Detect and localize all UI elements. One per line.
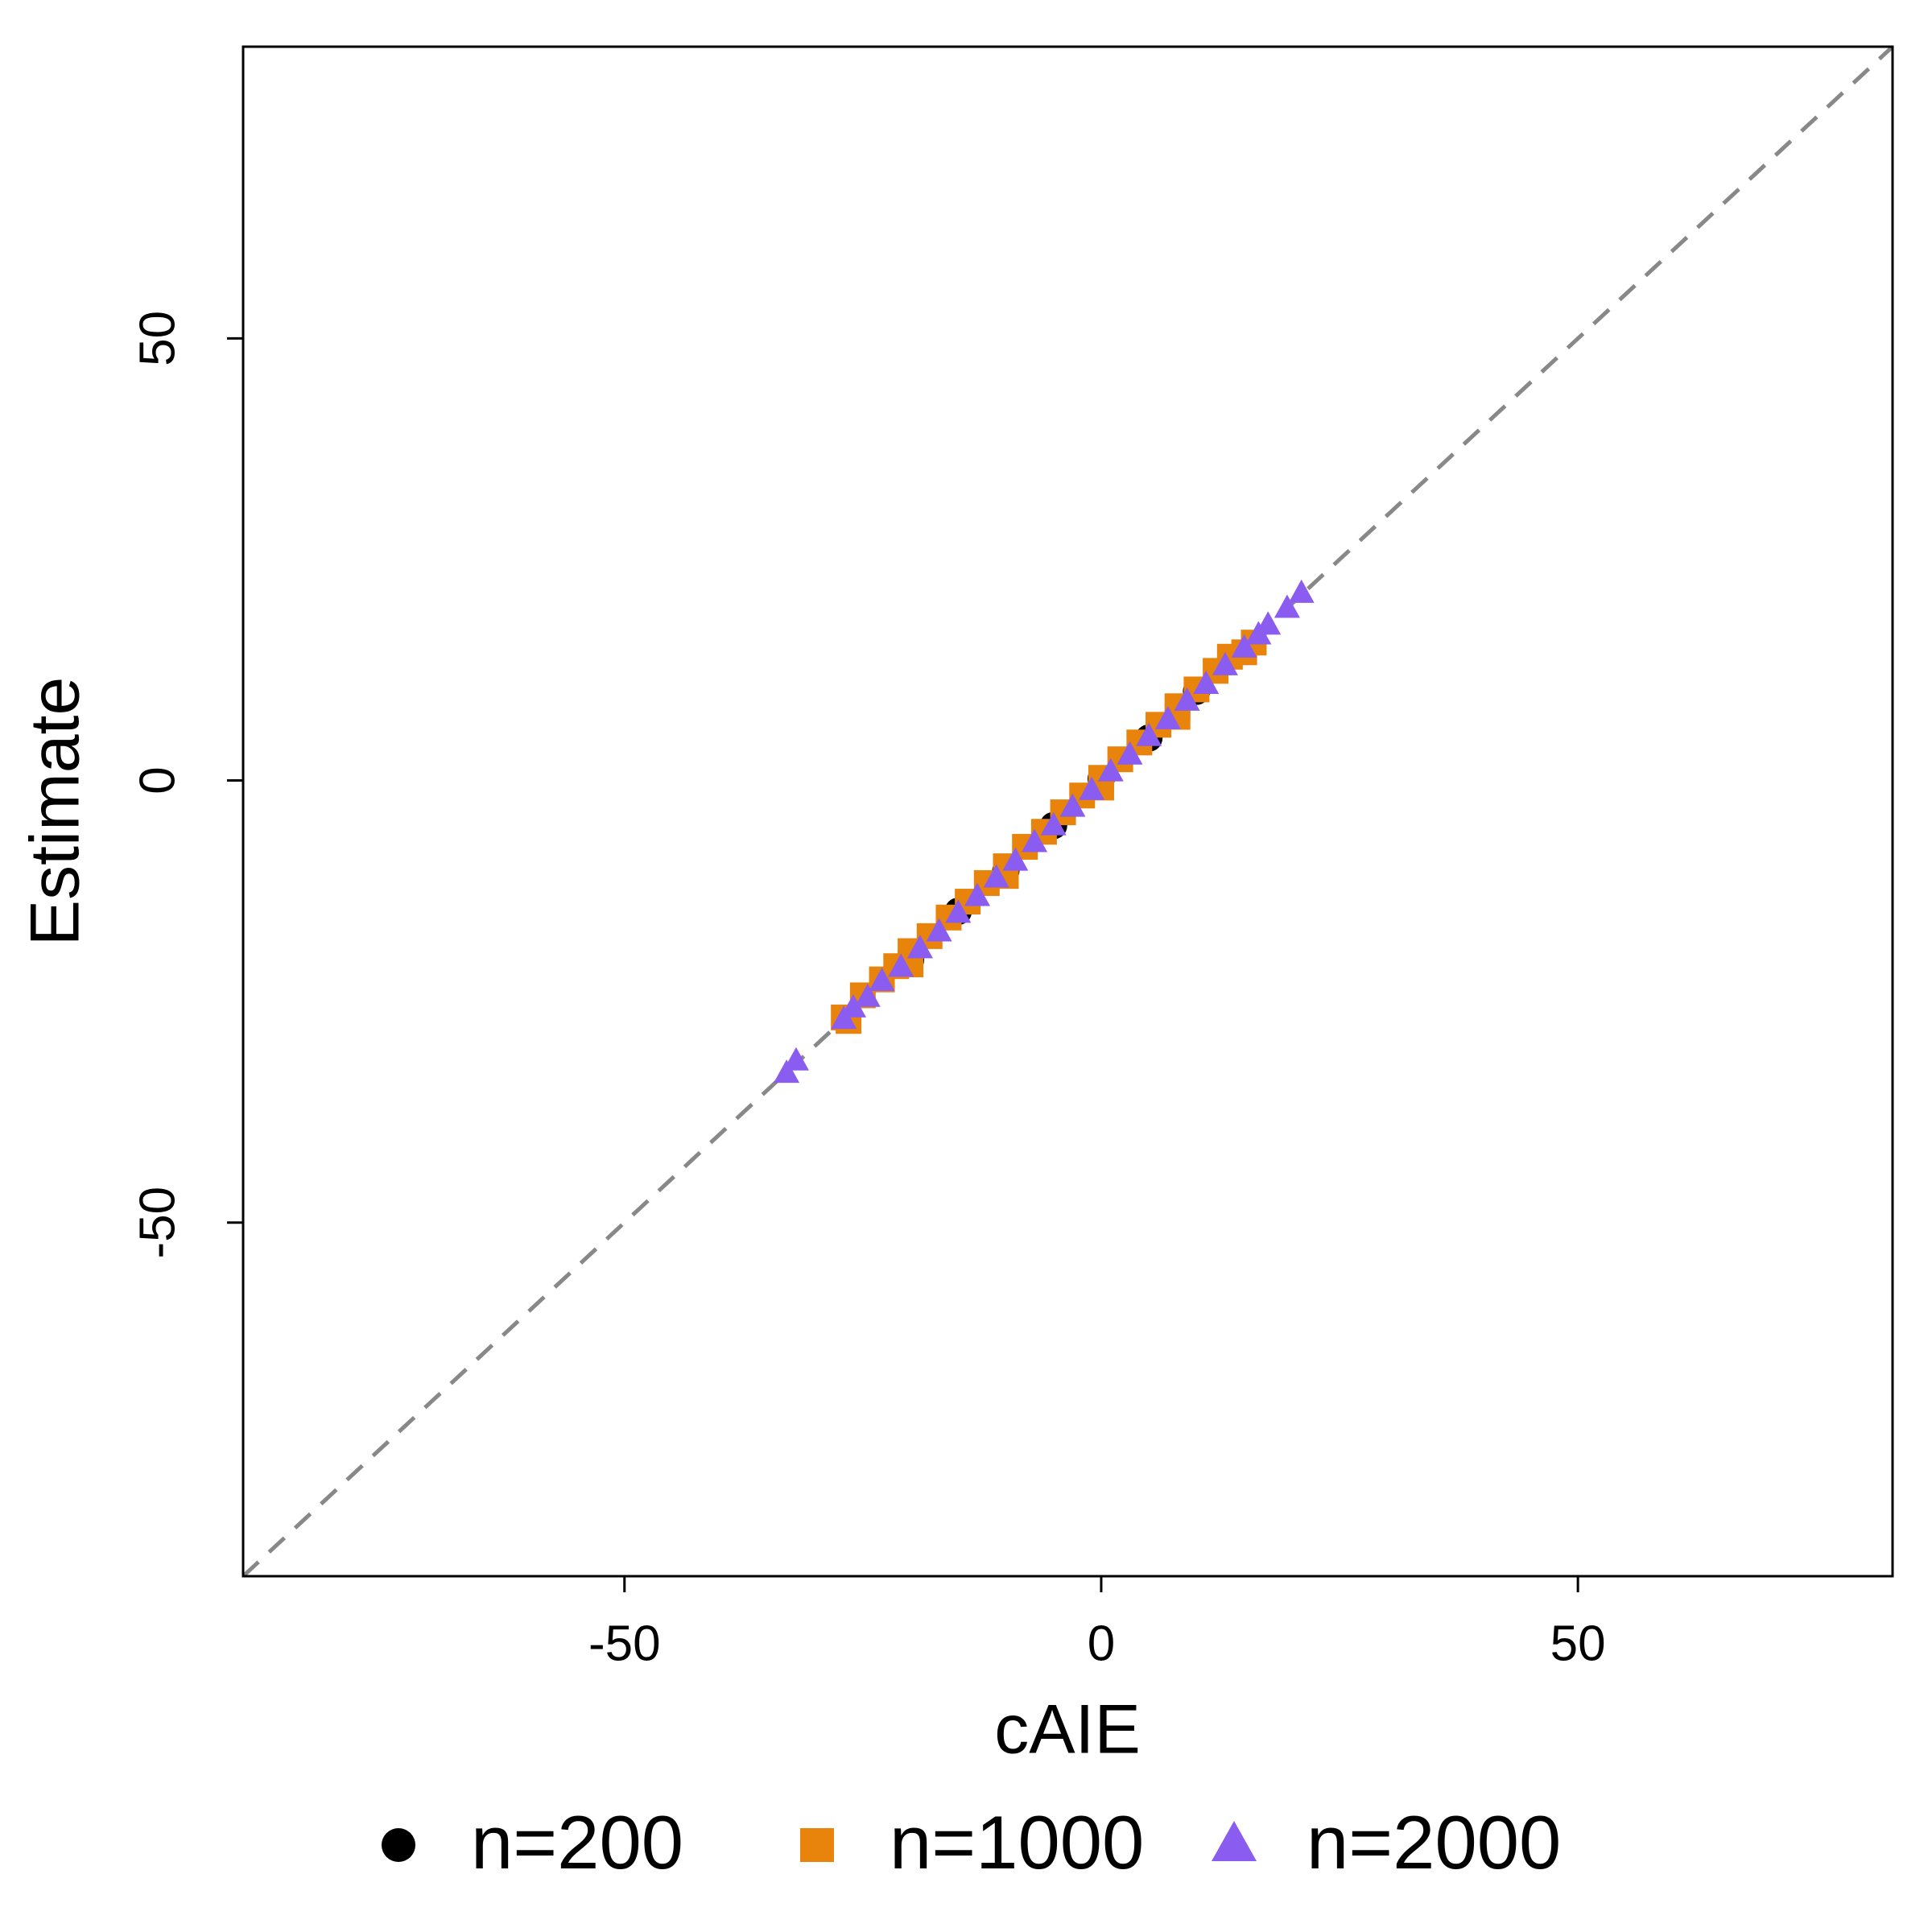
point	[1212, 651, 1238, 675]
point	[926, 918, 952, 942]
y-tick-label: 0	[130, 766, 185, 794]
point	[1174, 687, 1200, 711]
point	[1255, 611, 1282, 635]
point	[964, 882, 990, 906]
point	[1040, 811, 1067, 836]
plot-frame	[242, 45, 1894, 1578]
x-tick-label: 0	[1088, 1616, 1115, 1671]
legend-marker	[1212, 1821, 1257, 1861]
point	[983, 864, 1009, 888]
point	[782, 1046, 809, 1071]
point	[1274, 594, 1300, 618]
legend-marker	[382, 1828, 415, 1862]
point	[1193, 670, 1220, 694]
point	[945, 899, 972, 923]
point	[888, 953, 914, 977]
point	[1288, 579, 1315, 603]
legend-marker	[800, 1828, 834, 1862]
point	[1079, 776, 1105, 800]
plot-area	[243, 47, 1893, 1576]
point	[869, 967, 895, 991]
point	[1022, 828, 1048, 852]
y-axis-label: Estimate	[17, 677, 94, 947]
point	[854, 983, 881, 1007]
point	[1002, 847, 1029, 871]
point	[1136, 722, 1162, 746]
point	[1154, 705, 1181, 729]
point	[840, 993, 867, 1018]
x-axis-label: cAIE	[994, 1691, 1141, 1769]
x-tick-label: -50	[588, 1616, 661, 1671]
point	[1097, 758, 1124, 782]
point	[774, 1059, 800, 1084]
point	[1231, 634, 1257, 658]
legend-label: n=200	[471, 1800, 683, 1885]
point	[906, 935, 933, 959]
point	[1117, 741, 1143, 765]
y-tick-label: -50	[130, 1187, 185, 1259]
point	[1059, 793, 1086, 817]
x-tick-label: 50	[1550, 1616, 1606, 1671]
reference-line	[243, 47, 1893, 1576]
legend-label: n=1000	[890, 1800, 1144, 1885]
y-tick-label: 50	[130, 311, 185, 366]
legend-label: n=2000	[1307, 1800, 1561, 1885]
